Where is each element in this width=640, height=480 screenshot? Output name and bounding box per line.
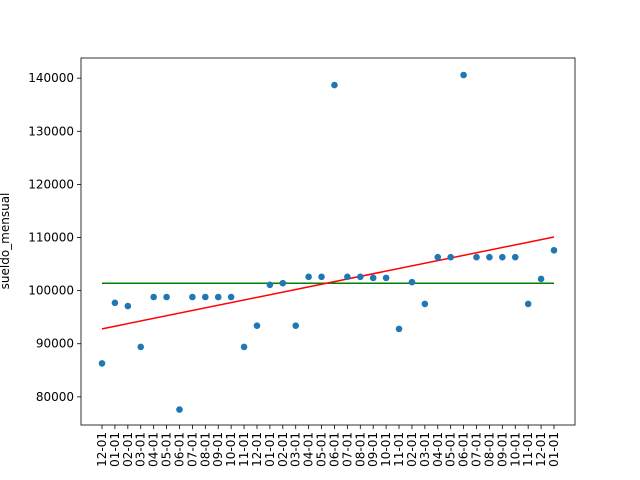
point bbox=[305, 273, 312, 281]
plot-frame bbox=[80, 57, 576, 426]
point bbox=[214, 293, 222, 301]
x-tick-label: 06-01 bbox=[172, 432, 186, 467]
y-tick-label: 100000 bbox=[28, 284, 74, 298]
point bbox=[356, 273, 364, 281]
point bbox=[202, 293, 209, 301]
x-tick-label: 08-01 bbox=[482, 432, 496, 467]
point bbox=[124, 302, 132, 310]
point bbox=[266, 281, 274, 289]
point bbox=[279, 279, 287, 287]
point bbox=[292, 322, 300, 329]
x-tick-label: 09-01 bbox=[495, 432, 509, 467]
x-tick-label: 07-01 bbox=[470, 432, 484, 467]
x-tick-label: 12-01 bbox=[534, 432, 548, 467]
x-tick-label: 04-01 bbox=[431, 432, 445, 467]
point bbox=[227, 293, 235, 301]
x-tick-label: 12-01 bbox=[95, 432, 109, 467]
point bbox=[331, 81, 338, 89]
x-tick-label: 10-01 bbox=[379, 432, 393, 467]
x-tick-label: 04-01 bbox=[147, 432, 161, 467]
point bbox=[240, 343, 248, 351]
x-tick-label: 10-01 bbox=[508, 432, 522, 467]
point bbox=[486, 253, 493, 261]
y-tick-label: 120000 bbox=[28, 177, 74, 191]
y-tick-label: 130000 bbox=[28, 124, 74, 138]
y-tick-label: 90000 bbox=[36, 337, 74, 351]
x-tick-label: 07-01 bbox=[185, 432, 199, 467]
x-tick-label: 02-01 bbox=[405, 432, 419, 467]
y-axis-label: sueldo_mensual bbox=[0, 193, 12, 290]
point bbox=[460, 71, 467, 79]
point bbox=[176, 406, 183, 413]
x-tick-label: 11-01 bbox=[521, 432, 535, 467]
x-tick-label: 03-01 bbox=[418, 432, 432, 467]
x-tick-label: 04-01 bbox=[302, 432, 316, 467]
x-tick-label: 09-01 bbox=[366, 432, 380, 467]
point bbox=[369, 274, 377, 282]
point bbox=[163, 293, 170, 301]
point bbox=[189, 293, 196, 301]
point bbox=[434, 253, 442, 261]
x-tick-label: 01-01 bbox=[547, 432, 561, 467]
point bbox=[524, 300, 532, 308]
x-tick-label: 08-01 bbox=[353, 432, 367, 467]
x-tick-label: 03-01 bbox=[289, 432, 303, 467]
point bbox=[344, 273, 351, 281]
x-tick-label: 03-01 bbox=[134, 432, 148, 467]
x-tick-label: 06-01 bbox=[327, 432, 341, 467]
y-tick-label: 140000 bbox=[28, 71, 74, 85]
point bbox=[253, 322, 261, 329]
point bbox=[98, 360, 106, 367]
point bbox=[408, 278, 416, 286]
point bbox=[382, 274, 390, 282]
x-tick-label: 05-01 bbox=[315, 432, 329, 467]
x-tick-label: 01-01 bbox=[108, 432, 122, 467]
point bbox=[395, 325, 403, 333]
point bbox=[111, 299, 119, 307]
x-tick-label: 11-01 bbox=[237, 432, 251, 467]
point bbox=[137, 343, 145, 351]
x-tick-label: 02-01 bbox=[276, 432, 290, 467]
point bbox=[447, 253, 454, 261]
x-tick-label: 02-01 bbox=[121, 432, 135, 467]
point bbox=[473, 253, 480, 261]
x-tick-label: 05-01 bbox=[160, 432, 174, 467]
x-tick-label: 05-01 bbox=[444, 432, 458, 467]
x-tick-label: 06-01 bbox=[457, 432, 471, 467]
point bbox=[550, 246, 558, 254]
point bbox=[318, 273, 325, 281]
x-tick-label: 10-01 bbox=[224, 432, 238, 467]
x-tick-label: 11-01 bbox=[392, 432, 406, 467]
x-tick-label: 07-01 bbox=[340, 432, 354, 467]
y-tick-label: 110000 bbox=[28, 231, 74, 245]
point bbox=[537, 275, 545, 283]
x-tick-label: 08-01 bbox=[198, 432, 212, 467]
x-tick-label: 01-01 bbox=[263, 432, 277, 467]
point bbox=[421, 300, 429, 308]
point bbox=[511, 253, 519, 261]
y-tick-label: 80000 bbox=[36, 390, 74, 404]
x-tick-label: 09-01 bbox=[211, 432, 225, 467]
x-tick-label: 12-01 bbox=[250, 432, 264, 467]
point bbox=[150, 293, 157, 301]
point bbox=[499, 253, 506, 261]
trend-line bbox=[101, 236, 555, 330]
